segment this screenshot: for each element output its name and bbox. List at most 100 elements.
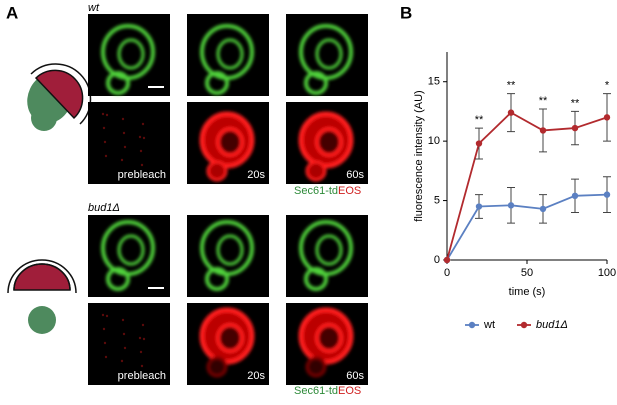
- er-ring: [315, 38, 343, 70]
- y-tick-label: 15: [428, 76, 440, 88]
- y-tick-label: 5: [434, 194, 440, 206]
- reporter-label: Sec61-tdEOS: [294, 185, 361, 197]
- bud: [106, 267, 130, 291]
- speckle: [140, 364, 144, 368]
- micrograph: [88, 102, 170, 184]
- speckle: [104, 355, 108, 359]
- er-ring: [315, 323, 343, 353]
- x-axis-label: time (s): [509, 286, 546, 298]
- speckle: [121, 318, 125, 322]
- speckle: [122, 131, 126, 135]
- speckle: [142, 337, 146, 341]
- speckle: [120, 359, 124, 363]
- speckle: [138, 135, 142, 139]
- bud: [106, 71, 130, 95]
- er-ring: [315, 234, 343, 266]
- micrographs: prebleach 20s 60s prebleach 20s 60s: [88, 14, 368, 385]
- speckle: [120, 158, 124, 162]
- cell-signal: [299, 24, 353, 95]
- er-ring: [216, 127, 244, 157]
- speckle: [101, 112, 105, 116]
- timepoint-label: 20s: [247, 370, 265, 382]
- bud: [305, 356, 327, 378]
- timepoint-label: 20s: [247, 169, 265, 181]
- data-point: [603, 114, 611, 121]
- cell-schematic: [7, 259, 77, 334]
- legend-label: bud1Δ: [536, 319, 568, 331]
- panel-label: A: [6, 3, 18, 22]
- timepoint-label: prebleach: [118, 169, 166, 181]
- legend-marker: [468, 321, 476, 329]
- cell-signal: [200, 220, 254, 291]
- significance: **: [571, 97, 580, 109]
- speckle: [102, 327, 106, 331]
- bud: [205, 267, 229, 291]
- panel-label: B: [400, 3, 412, 22]
- cell-signal: [299, 220, 353, 291]
- significance: **: [507, 80, 516, 92]
- bud: [305, 160, 327, 182]
- speckle: [141, 323, 145, 327]
- speckle: [122, 332, 126, 336]
- cell-signal: [101, 220, 155, 291]
- y-axis-label: fluorescence intensity (AU): [413, 90, 425, 221]
- er-ring: [216, 323, 244, 353]
- speckle: [101, 313, 105, 317]
- speckle: [103, 341, 107, 345]
- bud: [206, 160, 228, 182]
- cell-schematic: [27, 63, 92, 131]
- series-line: [446, 111, 608, 261]
- data-point: [571, 192, 579, 200]
- speckle: [140, 163, 144, 167]
- speckle: [139, 149, 143, 153]
- micrograph: [88, 303, 170, 385]
- er-ring: [216, 234, 244, 266]
- reporter-label: Sec61-tdEOS: [294, 385, 361, 397]
- reporter-part: EOS: [338, 385, 361, 397]
- speckle: [123, 346, 127, 350]
- speckle: [139, 350, 143, 354]
- strain-label: bud1Δ: [88, 202, 120, 214]
- data-point: [507, 109, 515, 116]
- x-tick-label: 0: [444, 267, 450, 279]
- timepoint-label: prebleach: [118, 370, 166, 382]
- er-ring: [315, 127, 343, 157]
- speckle: [138, 336, 142, 340]
- timepoint-label: 60s: [346, 169, 364, 181]
- data-point: [603, 191, 611, 198]
- legend-marker: [520, 321, 528, 329]
- cell-signal: [199, 111, 255, 182]
- bud: [304, 267, 328, 291]
- data-point: [443, 256, 451, 264]
- legend-label: wt: [483, 319, 495, 331]
- data-point: [539, 205, 547, 213]
- cell-signal: [200, 24, 254, 95]
- significance: **: [539, 95, 548, 107]
- reporter-part: Sec61-td: [294, 185, 338, 197]
- cell-signal: [298, 111, 354, 182]
- bud: [206, 356, 228, 378]
- x-tick-label: 100: [598, 267, 616, 279]
- timepoint-label: 60s: [346, 370, 364, 382]
- speckle: [141, 122, 145, 126]
- series-line: [446, 193, 608, 261]
- data-point: [475, 140, 483, 147]
- er-ring: [117, 234, 145, 266]
- data-point: [571, 124, 579, 132]
- speckle: [104, 154, 108, 158]
- reporter-part: Sec61-td: [294, 385, 338, 397]
- cell-signal: [298, 307, 354, 378]
- y-tick-label: 0: [434, 254, 440, 266]
- y-tick-label: 10: [428, 135, 440, 147]
- data-point: [507, 202, 515, 209]
- speckle: [105, 314, 109, 318]
- speckle: [102, 126, 106, 130]
- cell-signal: [101, 24, 155, 95]
- speckle: [105, 113, 109, 117]
- micrograph: [88, 215, 170, 297]
- speckle: [103, 140, 107, 144]
- speckle: [142, 136, 146, 140]
- significance: *: [605, 80, 610, 92]
- er-ring: [216, 38, 244, 70]
